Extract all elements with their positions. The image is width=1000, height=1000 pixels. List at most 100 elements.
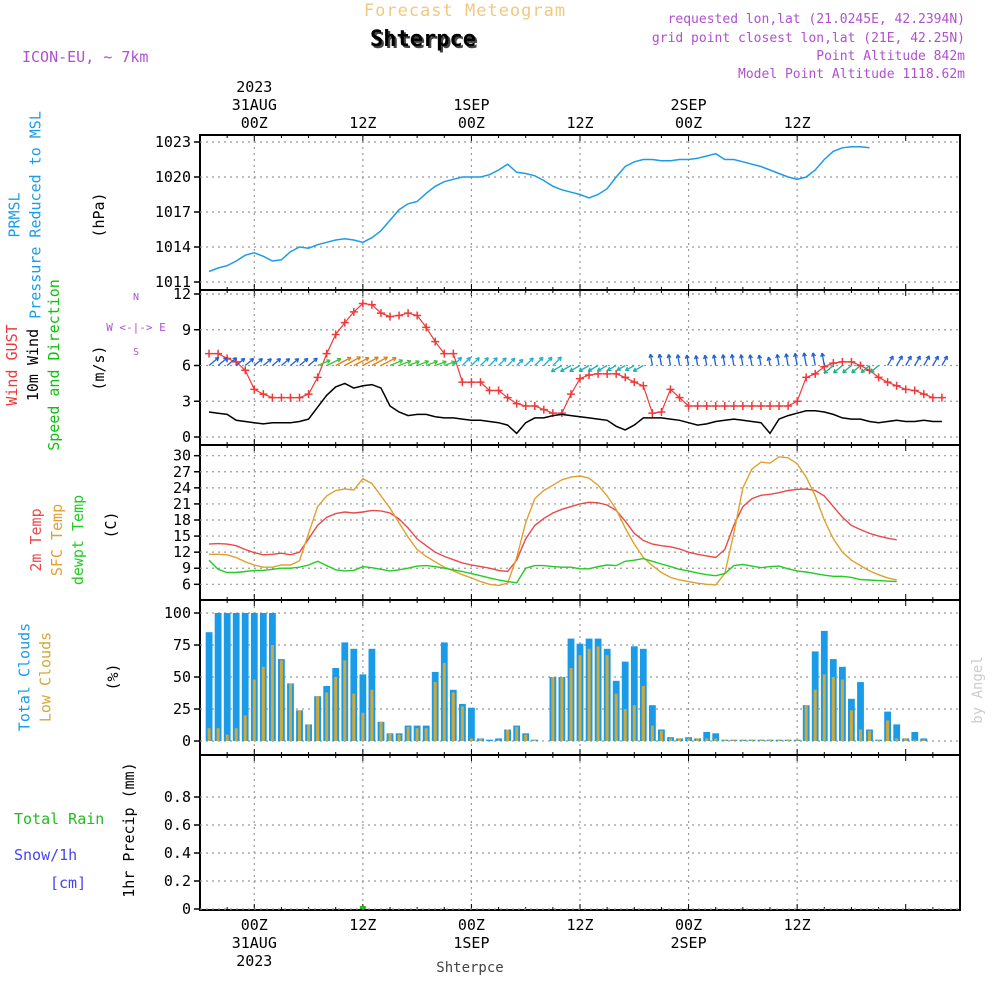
wind-arrow — [326, 358, 342, 367]
top-time-label: 31AUG — [232, 96, 277, 114]
wind-arrow-head — [851, 368, 856, 374]
panel-label: Total Clouds — [16, 623, 34, 731]
wind-arrow-head — [748, 354, 754, 359]
wind-arrow-head — [606, 366, 612, 372]
low-cloud-bar — [578, 655, 582, 741]
wind-arrow — [435, 360, 447, 367]
wind-arrow — [812, 352, 816, 366]
gust-marker — [874, 373, 883, 382]
wind-arrow-head — [547, 356, 553, 362]
top-time-label: 12Z — [784, 114, 811, 132]
wind-arrow-head — [484, 357, 489, 362]
wind-arrow — [704, 355, 708, 366]
wind-arrow — [362, 356, 379, 367]
wind-arrow-head — [550, 367, 556, 373]
wind-arrow-head — [560, 367, 565, 373]
wind-arrow — [208, 356, 220, 366]
gust-marker — [729, 402, 738, 411]
low-cloud-bar — [705, 738, 709, 741]
low-cloud-bar — [469, 738, 473, 741]
gust-marker — [277, 393, 286, 402]
low-cloud-bar — [225, 734, 229, 741]
low-cloud-bar — [623, 709, 627, 741]
gust-marker — [612, 369, 621, 378]
wind-arrow — [543, 356, 553, 366]
grid-point-coords: grid point closest lon,lat (21E, 42.25N) — [652, 31, 965, 46]
wind-arrow-head — [596, 367, 602, 372]
y-tick-label: 0.4 — [164, 844, 191, 862]
low-cloud-bar — [868, 730, 871, 741]
gust-marker — [322, 349, 331, 358]
temp-line-0 — [208, 488, 897, 573]
low-cloud-bar — [804, 705, 808, 741]
wind-arrow-head — [869, 368, 875, 373]
wind-arrow — [498, 357, 507, 366]
y-tick-label: 24 — [173, 479, 191, 497]
gust-marker — [711, 402, 720, 411]
top-time-label: 12Z — [566, 114, 593, 132]
gust-marker — [657, 407, 666, 416]
y-tick-label: 1011 — [155, 273, 191, 291]
gust-marker — [205, 349, 214, 358]
low-cloud-bar — [279, 660, 283, 741]
gust-marker — [585, 371, 594, 380]
wind-arrow-head — [832, 368, 838, 374]
wind-arrow-head — [406, 359, 412, 365]
low-cloud-bar — [551, 677, 555, 741]
gust-marker — [775, 402, 784, 411]
gust-marker — [494, 386, 503, 395]
wind-arrow-head — [475, 357, 480, 362]
gust-marker — [811, 369, 820, 378]
total-cloud-bar — [857, 682, 864, 741]
gust-marker — [449, 349, 458, 358]
wind-arrow-head — [811, 352, 817, 357]
gust-marker — [395, 311, 404, 320]
wind-arrow-head — [711, 354, 717, 359]
top-time-label: 12Z — [349, 114, 376, 132]
low-cloud-bar — [397, 734, 401, 741]
gust-marker — [910, 386, 919, 395]
gust-marker — [431, 337, 440, 346]
low-cloud-bar — [723, 739, 727, 741]
low-cloud-bar — [849, 710, 853, 741]
top-time-label: 00Z — [458, 114, 485, 132]
y-tick-label: 9 — [182, 321, 191, 339]
low-cloud-bar — [732, 739, 736, 741]
low-cloud-bar — [261, 666, 265, 741]
gust-marker — [639, 381, 648, 390]
wind-arrow — [649, 354, 654, 366]
wind-arrow — [758, 354, 762, 366]
panel-label: dewpt Temp — [69, 495, 87, 585]
gust-marker — [928, 393, 937, 402]
model-name: ICON-EU, ~ 7km — [22, 48, 148, 66]
wind-arrow-head — [326, 359, 331, 364]
bottom-time-label: 1SEP — [453, 934, 489, 952]
wind-arrow-head — [823, 369, 829, 374]
low-cloud-bar — [877, 739, 881, 741]
y-tick-label: 100 — [164, 604, 191, 622]
wind-arrow — [353, 357, 370, 367]
low-cloud-bar — [659, 730, 663, 741]
wind-arrow-head — [518, 358, 524, 364]
low-cloud-bar — [515, 726, 519, 741]
temp-unit: (C) — [102, 511, 120, 538]
gust-marker — [467, 378, 476, 387]
wind-arrow-head — [336, 357, 342, 363]
wind-arrow-head — [889, 355, 894, 361]
wind-arrow — [425, 360, 438, 367]
wind-arrow-head — [842, 368, 847, 374]
gust-marker — [702, 402, 711, 411]
gust-marker — [666, 385, 675, 394]
y-tick-label: 0 — [182, 428, 191, 446]
wind-arrow — [317, 359, 331, 367]
panel-label: Speed and Direction — [45, 279, 63, 451]
low-cloud-bar — [777, 739, 781, 741]
wind-arrow — [749, 354, 753, 366]
gust-marker — [259, 390, 268, 399]
app-title: Forecast Meteogram — [364, 1, 566, 21]
low-cloud-bar — [786, 739, 790, 741]
low-cloud-bar — [406, 726, 410, 741]
wind-arrow-head — [898, 355, 903, 360]
low-cloud-bar — [678, 738, 681, 741]
wind-arrow-head — [493, 357, 498, 362]
